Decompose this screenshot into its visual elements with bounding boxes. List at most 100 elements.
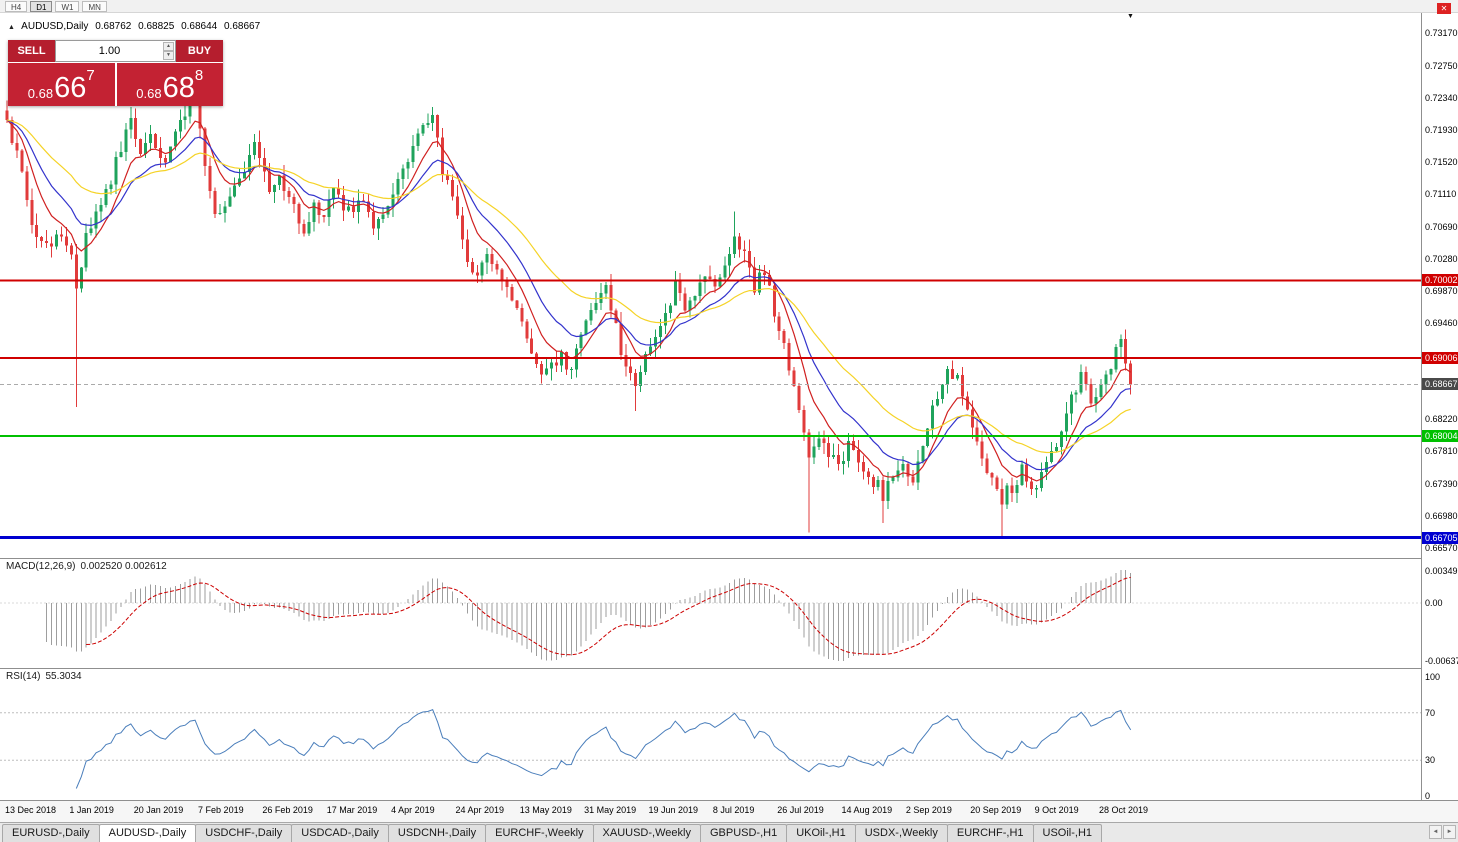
price-axis-label: 0.66570 xyxy=(1425,543,1458,554)
timeframe-button-H4[interactable]: H4 xyxy=(5,0,28,12)
price-axis-label: 0.69460 xyxy=(1425,317,1458,328)
chart-tab-eurusd-daily[interactable]: EURUSD-,Daily xyxy=(2,824,100,842)
rsi-axis-label: 0 xyxy=(1425,791,1431,801)
level-price-badge: 0.66705 xyxy=(1422,531,1458,544)
current-price-badge: 0.68667 xyxy=(1422,378,1458,391)
price-axis-label: 0.70280 xyxy=(1425,253,1458,264)
timeframe-button-MN[interactable]: MN xyxy=(82,0,107,12)
date-axis-label: 7 Feb 2019 xyxy=(198,805,244,815)
volume-control: ▲ ▼ xyxy=(55,40,176,62)
price-axis-label: 0.67390 xyxy=(1425,479,1458,490)
date-axis-label: 1 Jan 2019 xyxy=(69,805,114,815)
level-price-badge: 0.69006 xyxy=(1422,352,1458,364)
date-axis-label: 31 May 2019 xyxy=(584,805,637,815)
price-axis-label: 0.72340 xyxy=(1425,92,1458,103)
rsi-axis-label: 30 xyxy=(1425,755,1436,766)
date-axis-label: 13 Dec 2018 xyxy=(5,805,57,815)
tab-scroll-right-button[interactable]: ► xyxy=(1443,825,1456,839)
date-axis-label: 20 Jan 2019 xyxy=(133,805,184,815)
chart-tab-usoil-h1[interactable]: USOil-,H1 xyxy=(1032,824,1103,842)
macd-values: 0.002520 0.002612 xyxy=(80,561,167,572)
sell-price-pips: 66 xyxy=(54,72,87,104)
chart-tab-usdcad-daily[interactable]: USDCAD-,Daily xyxy=(291,824,389,842)
chart-tab-usdx-weekly[interactable]: USDX-,Weekly xyxy=(854,824,948,842)
bar-low-value: 0.68644 xyxy=(181,21,218,32)
date-axis-label: 14 Aug 2019 xyxy=(841,805,893,815)
date-axis-label: 24 Apr 2019 xyxy=(455,805,504,815)
time-axis-separator xyxy=(0,800,1458,801)
chart-tab-eurchf-h1[interactable]: EURCHF-,H1 xyxy=(946,824,1034,842)
chart-tab-eurchf-weekly[interactable]: EURCHF-,Weekly xyxy=(485,824,594,842)
bar-close-value: 0.68667 xyxy=(224,21,261,32)
tab-scroll-left-button[interactable]: ◄ xyxy=(1429,825,1442,839)
chart-symbol-label: AUDUSD,Daily xyxy=(21,21,89,32)
price-axis-label: 0.70690 xyxy=(1425,221,1458,232)
bar-open-value: 0.68762 xyxy=(95,21,132,32)
macd-name: MACD(12,26,9) xyxy=(6,561,76,572)
price-axis-label: 0.71930 xyxy=(1425,124,1458,135)
buy-price-point: 8 xyxy=(194,67,204,84)
timeframe-button-D1[interactable]: D1 xyxy=(30,0,53,12)
chart-tab-audusd-daily[interactable]: AUDUSD-,Daily xyxy=(98,824,197,842)
date-axis-label: 17 Mar 2019 xyxy=(326,805,378,815)
macd-panel-separator[interactable] xyxy=(0,558,1458,559)
one-click-panel-toggle-icon[interactable]: ▲ xyxy=(8,24,15,31)
date-axis-label: 28 Oct 2019 xyxy=(1098,805,1148,815)
volume-increase-button[interactable]: ▲ xyxy=(163,42,174,51)
chart-shift-marker-icon: ▼ xyxy=(1127,13,1134,20)
volume-input[interactable] xyxy=(56,41,175,61)
date-axis-label: 9 Oct 2019 xyxy=(1034,805,1079,815)
macd-axis-label: -0.00637 xyxy=(1425,656,1458,666)
sell-price-display[interactable]: 0.68 66 7 xyxy=(8,63,115,106)
date-axis-label: 13 May 2019 xyxy=(519,805,572,815)
date-axis-label: 26 Feb 2019 xyxy=(262,805,313,815)
price-axis-label: 0.71520 xyxy=(1425,156,1458,167)
macd-chart-canvas[interactable] xyxy=(0,559,1421,668)
rsi-panel-separator[interactable] xyxy=(0,668,1458,669)
price-axis-label: 0.71110 xyxy=(1425,188,1457,199)
chart-tab-usdcnh-daily[interactable]: USDCNH-,Daily xyxy=(387,824,487,842)
date-axis-label: 2 Sep 2019 xyxy=(905,805,952,815)
macd-label: MACD(12,26,9) 0.002520 0.002612 xyxy=(6,561,167,572)
price-chart-canvas[interactable] xyxy=(0,13,1421,558)
rsi-value: 55.3034 xyxy=(45,671,82,682)
sell-price-prefix: 0.68 xyxy=(27,86,54,101)
rsi-axis-label: 70 xyxy=(1425,707,1436,718)
volume-decrease-button[interactable]: ▼ xyxy=(163,51,174,60)
chart-tab-ukoil-h1[interactable]: UKOil-,H1 xyxy=(786,824,856,842)
level-price-badge: 0.68004 xyxy=(1422,430,1458,443)
sell-button[interactable]: SELL xyxy=(8,40,55,62)
date-axis-label: 4 Apr 2019 xyxy=(391,805,435,815)
chart-tab-gbpusd-h1[interactable]: GBPUSD-,H1 xyxy=(699,824,788,842)
level-price-badge: 0.70002 xyxy=(1422,274,1458,287)
date-axis-label: 20 Sep 2019 xyxy=(970,805,1022,815)
close-chart-button[interactable]: ✕ xyxy=(1437,3,1451,14)
price-axis-label: 0.69870 xyxy=(1425,285,1458,296)
date-axis-label: 8 Jul 2019 xyxy=(712,805,755,815)
macd-axis-label: 0.00349 xyxy=(1425,566,1458,576)
price-axis-label: 0.73170 xyxy=(1425,28,1458,38)
buy-price-pips: 68 xyxy=(162,72,195,104)
price-axis-label: 0.72750 xyxy=(1425,60,1458,71)
price-axis[interactable]: 0.73170 0.72750 0.72340 0.71930 0.71520 0.711… xyxy=(1421,13,1458,801)
bar-high-value: 0.68825 xyxy=(138,21,175,32)
chart-tab-xauusd-weekly[interactable]: XAUUSD-,Weekly xyxy=(592,824,701,842)
rsi-chart-canvas[interactable] xyxy=(0,669,1421,800)
price-axis-label: 0.66980 xyxy=(1425,511,1458,522)
sell-price-point: 7 xyxy=(86,67,95,84)
buy-price-prefix: 0.68 xyxy=(136,86,162,101)
rsi-axis-label: 100 xyxy=(1425,672,1441,682)
price-axis-label: 0.68220 xyxy=(1425,414,1458,425)
rsi-name: RSI(14) xyxy=(6,671,41,682)
buy-price-display[interactable]: 0.68 68 8 xyxy=(116,63,223,106)
chart-tabs-bar: EURUSD-,Daily AUDUSD-,Daily USDCHF-,Daily U… xyxy=(0,822,1458,842)
rsi-label: RSI(14) 55.3034 xyxy=(6,671,82,682)
buy-button[interactable]: BUY xyxy=(176,40,223,62)
price-axis-label: 0.67810 xyxy=(1425,446,1458,457)
timeframe-button-W1[interactable]: W1 xyxy=(55,0,80,12)
timeframe-toolbar: H4 D1 W1 MN xyxy=(0,0,1458,13)
time-axis[interactable]: 13 Dec 2018 1 Jan 2019 20 Jan 2019 7 Feb 20… xyxy=(0,801,1458,822)
chart-tab-usdchf-daily[interactable]: USDCHF-,Daily xyxy=(195,824,293,842)
chart-title: ▲ AUDUSD,Daily 0.68762 0.68825 0.68644 0… xyxy=(8,21,264,32)
